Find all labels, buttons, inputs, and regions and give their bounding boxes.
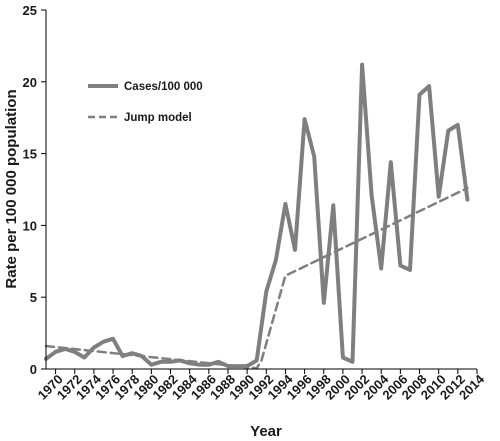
series-line-jump-model <box>44 186 469 370</box>
y-tick-label: 10 <box>23 218 37 233</box>
y-tick-label: 0 <box>30 362 37 377</box>
plot-area <box>44 62 470 370</box>
y-tick-label: 20 <box>23 75 37 90</box>
y-axis-ticks: 0 5 10 15 20 25 <box>23 3 46 377</box>
series-line-cases <box>44 62 470 369</box>
y-tick-label: 15 <box>23 147 37 162</box>
x-axis-ticks: 1970197219741976197819801982198419861988… <box>35 369 488 403</box>
x-axis-title: Year <box>250 423 282 440</box>
y-tick-label: 25 <box>23 3 37 18</box>
legend-label-jump-model: Jump model <box>124 112 192 124</box>
y-tick-label: 5 <box>30 290 37 305</box>
legend-label-cases: Cases/100 000 <box>124 81 203 93</box>
legend: Cases/100 000 Jump model <box>88 81 203 124</box>
y-axis-title: Rate per 100 000 population <box>3 89 20 288</box>
